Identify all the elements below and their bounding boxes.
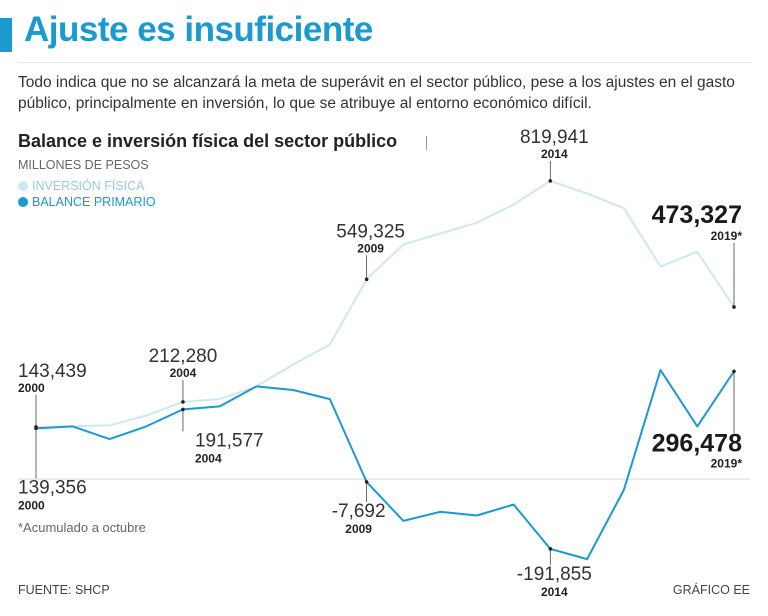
chart-title-divider <box>426 136 427 150</box>
title-accent-bar <box>0 18 12 52</box>
legend-label-inversion: INVERSIÓN FÍSICA <box>32 179 145 193</box>
data-point-6 <box>181 407 185 412</box>
data-label-value-6: 191,577 <box>195 430 264 451</box>
data-label-value-7: -7,692 <box>332 501 386 522</box>
data-point-3 <box>548 179 553 183</box>
data-point-2 <box>364 277 369 282</box>
data-label-year-3: 2014 <box>541 147 568 161</box>
data-point-4 <box>732 305 736 309</box>
data-label-year-2: 2009 <box>357 241 384 255</box>
data-point-9 <box>732 369 736 374</box>
data-label-year-7: 2009 <box>345 522 372 536</box>
data-point-8 <box>548 547 553 551</box>
legend-item-inversion: INVERSIÓN FÍSICA <box>18 179 145 193</box>
data-label-year-1: 2004 <box>170 366 197 380</box>
chart-units: MILLONES DE PESOS <box>18 158 149 172</box>
page-title: Ajuste es insuficiente <box>24 10 373 49</box>
data-label-value-8: -191,855 <box>517 564 592 585</box>
series-line-inversion <box>35 179 735 428</box>
footnote: *Acumulado a octubre <box>18 520 146 535</box>
data-label-value-0: 143,439 <box>18 361 87 382</box>
data-label-year-5: 2000 <box>18 498 45 512</box>
data-label-year-8: 2014 <box>541 585 568 599</box>
data-point-1 <box>181 400 185 404</box>
data-point-5 <box>34 426 38 431</box>
legend-swatch-balance <box>18 197 28 207</box>
data-label-value-5: 139,356 <box>18 477 87 498</box>
chart-title: Balance e inversión física del sector pú… <box>18 131 398 151</box>
data-label-year-6: 2004 <box>195 451 222 465</box>
data-point-7 <box>364 480 369 484</box>
data-label-year-9: 2019* <box>711 456 743 470</box>
legend-label-balance: BALANCE PRIMARIO <box>32 195 156 209</box>
data-label-value-3: 819,941 <box>520 127 589 148</box>
title-divider <box>18 62 751 63</box>
page-subtitle: Todo indica que no se alcanzará la meta … <box>18 74 735 112</box>
data-label-year-4: 2019* <box>711 229 743 243</box>
data-label-year-0: 2000 <box>18 381 45 395</box>
data-label-value-1: 212,280 <box>149 346 218 367</box>
data-label-value-4: 473,327 <box>652 201 742 229</box>
data-label-value-9: 296,478 <box>652 429 742 457</box>
source-credit: FUENTE: SHCP <box>18 583 110 597</box>
data-label-value-2: 549,325 <box>336 221 405 242</box>
series-line-balance <box>35 369 735 561</box>
legend-swatch-inversion <box>18 181 28 191</box>
legend-item-balance: BALANCE PRIMARIO <box>18 195 156 209</box>
graphic-credit: GRÁFICO EE <box>672 583 750 597</box>
